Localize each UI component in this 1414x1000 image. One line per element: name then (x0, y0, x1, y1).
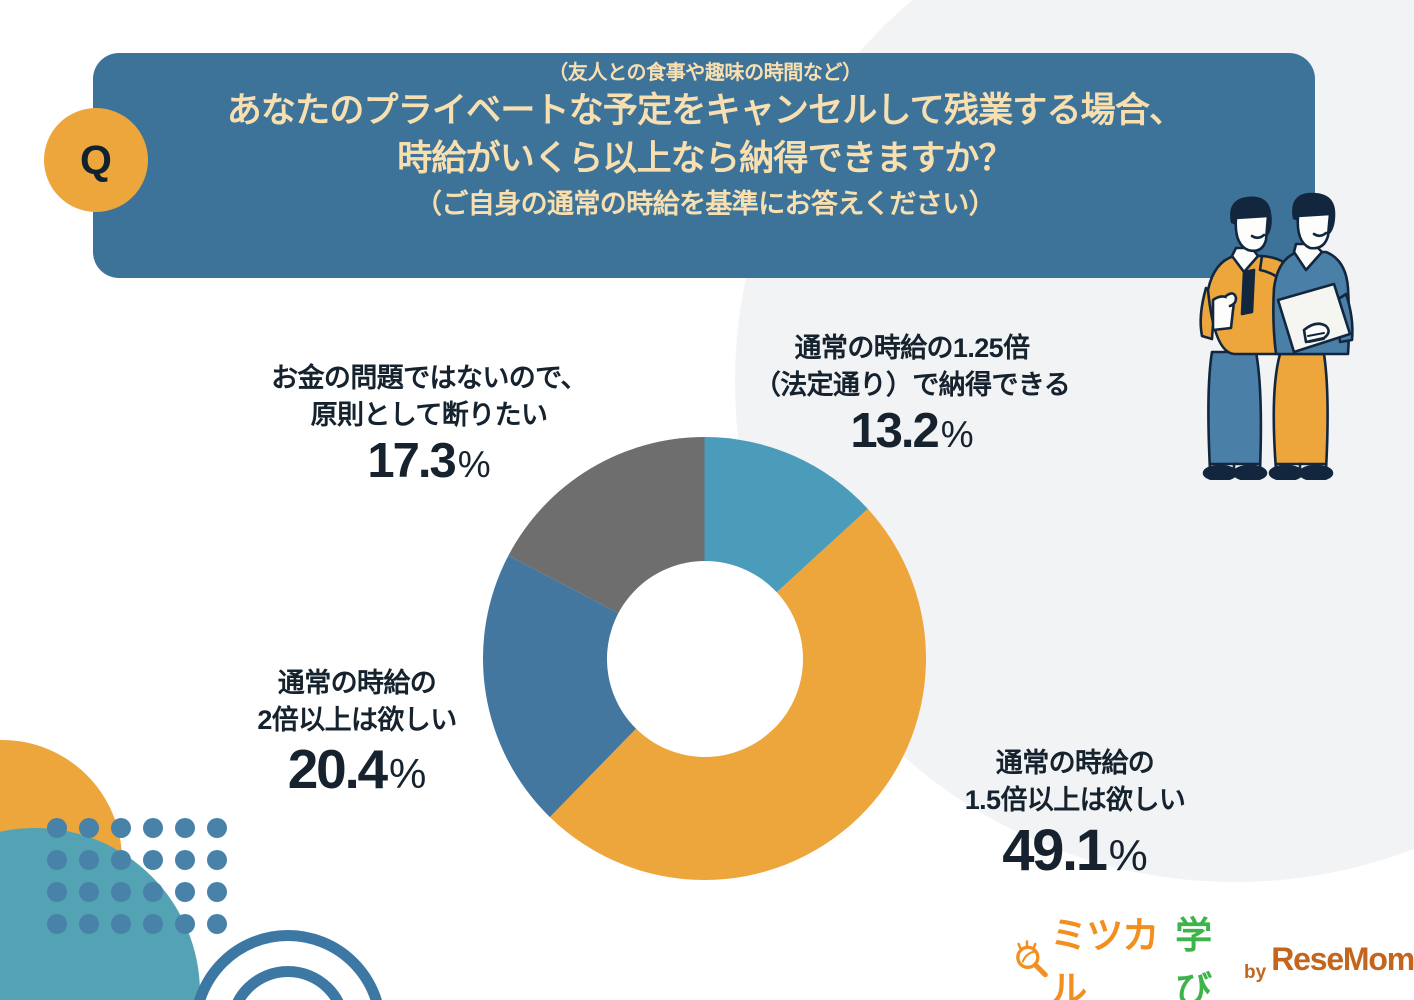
brand-logo: ミツカル 学び by ReseMom (1012, 915, 1414, 1000)
slice-label-2x-line1: 通常の時給の (277, 668, 437, 698)
question-line-2: 時給がいくら以上なら納得できますか？ (397, 139, 1013, 179)
question-text-block: （友人との食事や趣味の時間など） あなたのプライベートな予定をキャンセルして残業… (150, 60, 1260, 222)
donut-chart (483, 437, 927, 881)
slice-value-refuse-number: 17.3 (367, 434, 456, 489)
percent-symbol-icon: % (457, 444, 491, 486)
slice-label-refuse-line1: お金の問題ではないので、 (271, 363, 587, 393)
slice-value-refuse: 17.3 % (229, 434, 629, 489)
slice-value-2x: 20.4 % (192, 741, 522, 799)
background-dot-grid (47, 818, 239, 946)
percent-symbol-icon: % (388, 750, 427, 798)
question-note: （友人との食事や趣味の時間など） (548, 62, 862, 84)
slice-label-1-25x-line2: （法定通り）で納得できる (753, 369, 1071, 400)
slice-label-2x-line2: 2倍以上は欲しい (257, 704, 457, 735)
question-banner (93, 53, 1315, 278)
slice-label-refuse: お金の問題ではないので、 原則として断りたい 17.3 % (229, 360, 629, 488)
donut-slice (483, 555, 705, 818)
question-sub: （ご自身の通常の時給を基準にお答えください） (415, 189, 996, 220)
slice-value-1-25x: 13.2 % (732, 404, 1092, 459)
slice-label-1-5x-line1: 通常の時給の (995, 748, 1155, 778)
office-workers-illustration (1168, 170, 1368, 482)
percent-symbol-icon: % (940, 414, 974, 456)
slice-label-refuse-line2: 原則として断りたい (310, 399, 548, 430)
background-concentric-rings (188, 928, 388, 1000)
brand-publisher: ReseMom (1271, 940, 1414, 977)
slice-value-2x-number: 20.4 (287, 738, 388, 801)
question-badge-label: Q (80, 136, 112, 183)
slice-value-1-5x-number: 49.1 (1002, 818, 1108, 884)
slice-value-1-5x: 49.1 % (905, 821, 1245, 882)
brand-name-secondary: 学び (1175, 915, 1212, 1000)
slice-label-1-25x-line1: 通常の時給の1.25倍 (794, 333, 1031, 363)
slice-label-1-5x: 通常の時給の 1.5倍以上は欲しい 49.1 % (905, 745, 1245, 882)
brand-by-label: by (1244, 962, 1267, 983)
donut-center-hole (606, 560, 803, 757)
magnifier-icon (1016, 940, 1048, 978)
question-line-1: あなたのプライベートな予定をキャンセルして残業する場合、 (226, 91, 1184, 130)
percent-symbol-icon: % (1108, 831, 1148, 881)
slice-label-1-25x: 通常の時給の1.25倍 （法定通り）で納得できる 13.2 % (732, 330, 1092, 458)
slice-label-2x: 通常の時給の 2倍以上は欲しい 20.4 % (192, 665, 522, 799)
brand-name-primary: ミツカル (1050, 915, 1159, 1000)
slice-label-1-5x-line2: 1.5倍以上は欲しい (964, 784, 1186, 815)
slice-value-1-25x-number: 13.2 (850, 404, 939, 459)
question-badge: Q (44, 108, 148, 212)
